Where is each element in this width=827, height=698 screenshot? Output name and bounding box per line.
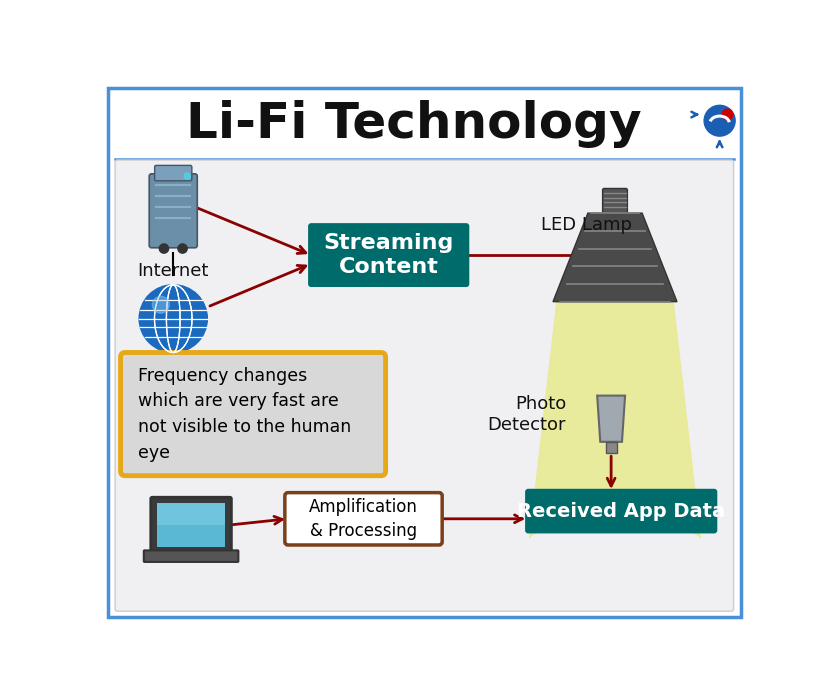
Polygon shape (529, 302, 700, 538)
Polygon shape (552, 213, 676, 302)
FancyBboxPatch shape (115, 160, 733, 611)
FancyBboxPatch shape (284, 493, 442, 545)
Text: Li-Fi Technology: Li-Fi Technology (185, 100, 641, 148)
Circle shape (139, 285, 207, 352)
Circle shape (152, 296, 170, 313)
Text: Amplification
& Processing: Amplification & Processing (308, 498, 418, 540)
Polygon shape (596, 396, 624, 442)
Circle shape (178, 244, 187, 253)
FancyBboxPatch shape (144, 551, 238, 562)
FancyBboxPatch shape (605, 442, 616, 452)
Text: LED Lamp: LED Lamp (541, 216, 632, 234)
Circle shape (159, 244, 169, 253)
Circle shape (721, 109, 732, 120)
FancyBboxPatch shape (155, 165, 192, 181)
Text: Photo
Detector: Photo Detector (487, 396, 566, 434)
FancyBboxPatch shape (524, 489, 716, 533)
Text: Frequency changes
which are very fast are
not visible to the human
eye: Frequency changes which are very fast ar… (137, 366, 351, 461)
FancyBboxPatch shape (157, 503, 225, 525)
FancyBboxPatch shape (157, 503, 225, 547)
FancyBboxPatch shape (149, 174, 197, 248)
Circle shape (184, 173, 190, 179)
FancyBboxPatch shape (308, 223, 469, 287)
Circle shape (703, 105, 734, 136)
Text: Streaming
Content: Streaming Content (323, 232, 453, 278)
Text: Internet: Internet (137, 262, 208, 281)
FancyBboxPatch shape (121, 352, 385, 476)
FancyBboxPatch shape (602, 188, 627, 215)
FancyBboxPatch shape (108, 89, 739, 616)
Text: Received App Data: Received App Data (517, 502, 724, 521)
FancyBboxPatch shape (151, 497, 231, 553)
